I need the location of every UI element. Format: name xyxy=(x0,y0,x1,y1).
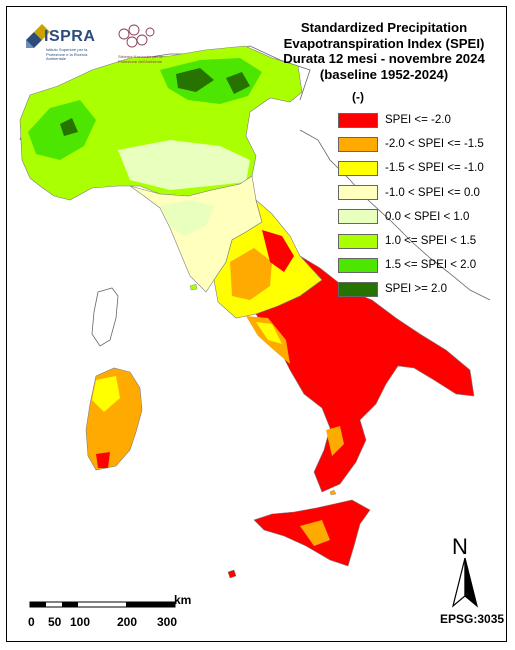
scale-tick-label: 100 xyxy=(70,615,91,629)
legend-item: 1.0 <= SPEI < 1.5 xyxy=(338,229,484,253)
legend-swatch xyxy=(338,281,378,297)
corsica-outline xyxy=(91,287,119,347)
legend-unit: (-) xyxy=(352,90,364,104)
patch-yellow-sardinia xyxy=(92,376,120,412)
north-arrow-icon xyxy=(451,557,479,608)
map-title: Standardized Precipitation Evapotranspir… xyxy=(269,20,499,82)
ispra-logo-icon xyxy=(26,24,50,48)
legend-label: 0.0 < SPEI < 1.0 xyxy=(385,210,470,223)
legend-swatch xyxy=(338,185,378,201)
legend-swatch xyxy=(338,233,378,249)
legend-label: 1.5 <= SPEI < 2.0 xyxy=(385,259,477,272)
logo-subtitle: Istituto Superiore per la Protezione e l… xyxy=(46,47,88,62)
legend-item: -1.0 < SPEI <= 0.0 xyxy=(338,181,484,205)
legend-label: -1.5 < SPEI <= -1.0 xyxy=(385,162,484,175)
legend-item: -2.0 < SPEI <= -1.5 xyxy=(338,132,484,156)
logo-name: ISPRA xyxy=(44,28,96,45)
scale-tick-label: 50 xyxy=(48,615,62,629)
partner-logo-text: Sistema Nazionale per la Protezione dell… xyxy=(118,54,163,64)
legend-item: 1.5 <= SPEI < 2.0 xyxy=(338,253,484,277)
scale-tick-label: 200 xyxy=(117,615,138,629)
patch-orange-calabria xyxy=(326,426,344,456)
legend-swatch xyxy=(338,112,378,128)
scale-tick-label: 300 xyxy=(157,615,178,629)
balkan-coast xyxy=(299,129,491,301)
crs-label: EPSG:3035 xyxy=(440,612,505,626)
patch-red-central xyxy=(262,230,294,272)
patch-yellow-sicily xyxy=(300,520,330,546)
legend-label: 1.0 <= SPEI < 1.5 xyxy=(385,235,477,248)
legend-item: 0.0 < SPEI < 1.0 xyxy=(338,205,484,229)
legend-swatch xyxy=(338,209,378,225)
legend-label: -1.0 < SPEI <= 0.0 xyxy=(385,186,480,199)
patch-darkgreen-2 xyxy=(226,72,250,94)
island-elba xyxy=(189,283,198,291)
scale-tick-label: 0 xyxy=(28,615,35,629)
scale-bar xyxy=(29,601,176,608)
snpa-logo-icon xyxy=(118,24,155,48)
legend-label: -2.0 < SPEI <= -1.5 xyxy=(385,138,484,151)
legend-item: SPEI >= 2.0 xyxy=(338,277,484,301)
legend-swatch xyxy=(338,160,378,176)
patch-red-sardinia xyxy=(96,452,110,468)
legend: SPEI <= -2.0 -2.0 < SPEI <= -1.5 -1.5 < … xyxy=(338,108,484,302)
title-line: Durata 12 mesi - novembre 2024 xyxy=(283,51,485,66)
island-pantelleria xyxy=(227,569,237,579)
legend-item: -1.5 < SPEI <= -1.0 xyxy=(338,156,484,180)
patch-darkgreen-1 xyxy=(176,68,214,92)
scale-unit: km xyxy=(174,593,192,607)
patch-yellow-campania xyxy=(256,322,282,344)
legend-item: SPEI <= -2.0 xyxy=(338,108,484,132)
title-line: Standardized Precipitation xyxy=(300,20,468,35)
patch-lightgreen-po xyxy=(118,140,250,190)
title-line: Evapotranspiration Index (SPEI) xyxy=(283,35,485,51)
island-aeolian xyxy=(329,489,337,496)
legend-swatch xyxy=(338,257,378,273)
patch-orange-central xyxy=(230,248,272,300)
legend-label: SPEI >= 2.0 xyxy=(385,283,448,296)
north-label: N xyxy=(452,534,468,559)
patch-lightgreen-tuscany xyxy=(160,200,214,236)
legend-swatch xyxy=(338,136,378,152)
patch-darkgreen-3 xyxy=(60,118,78,136)
legend-label: SPEI <= -2.0 xyxy=(385,114,451,127)
title-line: (baseline 1952-2024) xyxy=(319,66,449,82)
